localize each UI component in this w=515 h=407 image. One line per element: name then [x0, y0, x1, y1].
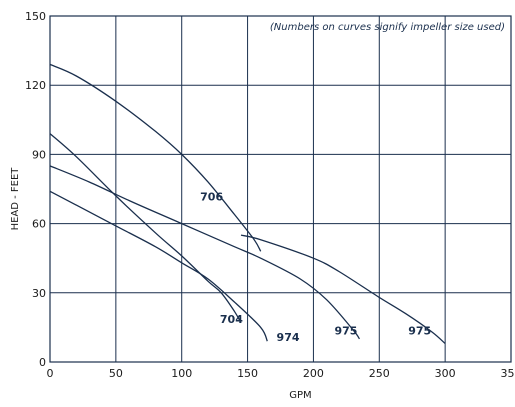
y-tick-label: 120	[25, 79, 46, 92]
curve-labels-group: 706 704 974 975 975	[200, 191, 431, 345]
x-axis-label: GPM	[289, 390, 311, 401]
curve-label-704: 704	[220, 313, 243, 326]
x-tick-label: 350	[501, 367, 515, 380]
curve-label-974: 974	[277, 331, 300, 344]
impeller-note: (Numbers on curves signify impeller size…	[270, 22, 505, 33]
x-tick-label: 50	[109, 367, 123, 380]
y-tick-labels: 0 30 60 90 120 150	[25, 10, 46, 369]
curve-974	[49, 190, 268, 342]
curve-704	[49, 133, 242, 324]
y-tick-label: 150	[25, 10, 46, 23]
y-axis-label: HEAD - FEET	[10, 167, 21, 231]
curves-group	[49, 63, 446, 344]
y-tick-label: 30	[32, 287, 46, 300]
curve-975-b	[240, 234, 446, 344]
x-tick-label: 100	[171, 367, 192, 380]
x-tick-label: 300	[435, 367, 456, 380]
y-tick-label: 90	[32, 148, 46, 161]
y-tick-label: 0	[39, 356, 46, 369]
y-tick-label: 60	[32, 218, 46, 231]
curve-label-975: 975	[408, 324, 431, 337]
curve-label-706: 706	[200, 191, 223, 204]
x-tick-label: 0	[47, 367, 54, 380]
curve-706	[49, 63, 262, 252]
x-tick-label: 250	[369, 367, 390, 380]
x-tick-label: 200	[303, 367, 324, 380]
x-tick-labels: 0 50 100 150 200 250 300 350	[47, 367, 515, 380]
plot-frame	[49, 15, 512, 363]
x-tick-label: 150	[237, 367, 258, 380]
curve-label-975: 975	[335, 324, 358, 337]
curve-975-a	[49, 165, 361, 340]
grid-lines	[49, 15, 512, 363]
